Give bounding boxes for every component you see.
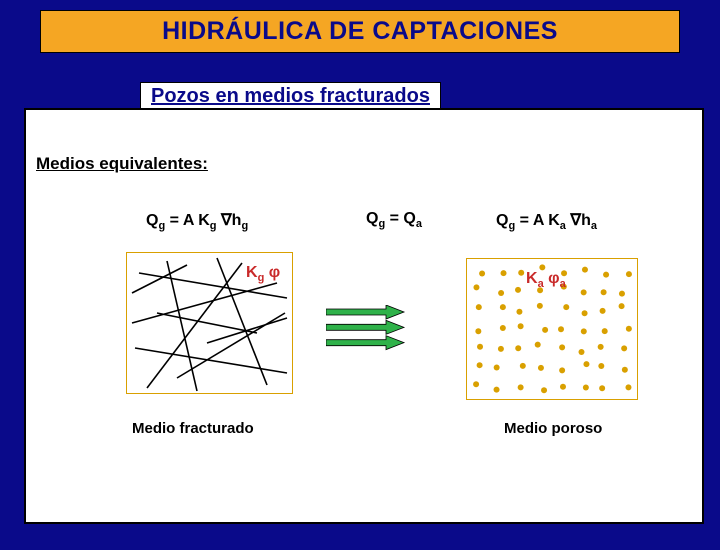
subtitle-text: Pozos en medios fracturados	[151, 85, 430, 107]
section-heading: Medios equivalentes:	[36, 154, 208, 174]
title-text: HIDRÁULICA DE CAPTACIONES	[162, 17, 558, 45]
right-caption: Medio poroso	[504, 420, 602, 437]
left-k-label: Kg φ	[246, 264, 280, 284]
subtitle-box: Pozos en medios fracturados	[140, 82, 441, 111]
equation-center: Qg = Qa	[366, 210, 422, 230]
equation-right: Qg = A Ka ∇ha	[496, 210, 597, 232]
title-bar: HIDRÁULICA DE CAPTACIONES	[40, 10, 680, 53]
transform-arrows	[326, 305, 436, 351]
equation-left: Qg = A Kg ∇hg	[146, 210, 248, 232]
content-panel: Medios equivalentes: Qg = A Kg ∇hg Qg = …	[24, 108, 704, 524]
left-caption: Medio fracturado	[132, 420, 254, 437]
right-k-label: Ka φa	[526, 270, 566, 290]
